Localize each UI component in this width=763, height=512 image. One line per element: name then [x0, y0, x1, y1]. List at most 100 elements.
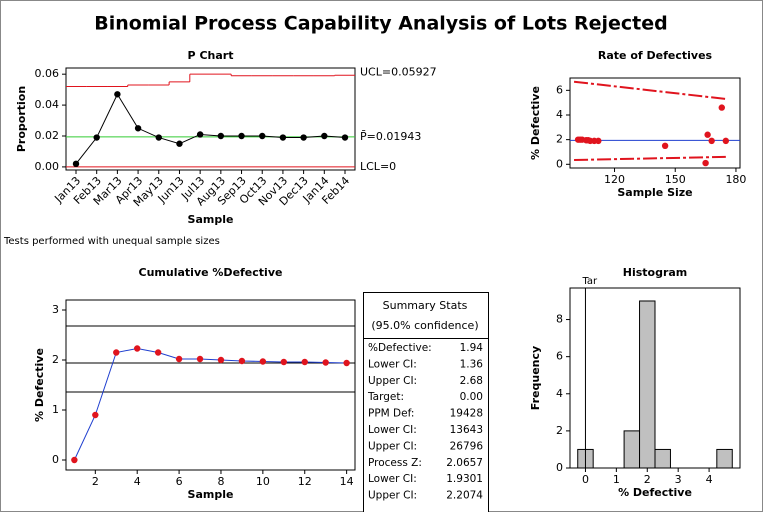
- plot-frame: [65, 299, 356, 471]
- data-line: [73, 347, 347, 461]
- data-point: [322, 359, 329, 366]
- x-tick-label: 14: [340, 475, 354, 488]
- data-point: [154, 349, 162, 356]
- summary-label: Lower CI:: [368, 358, 417, 370]
- x-tick-label: 0: [582, 473, 589, 486]
- data-point: [704, 131, 711, 138]
- data-point: [92, 411, 99, 419]
- data-point: [321, 132, 328, 140]
- y-axis-label: % Defective: [529, 86, 542, 160]
- x-tick-label: 2: [92, 475, 99, 488]
- y-tick-label: 4: [556, 108, 563, 121]
- y-tick-label: 2: [52, 353, 59, 366]
- data-line: [75, 93, 346, 165]
- data-point: [93, 134, 100, 141]
- y-tick-label: 2: [556, 133, 563, 146]
- data-point: [661, 142, 669, 150]
- data-point: [722, 137, 730, 145]
- data-point: [175, 355, 183, 363]
- data-point: [259, 358, 267, 365]
- data-point: [259, 132, 266, 140]
- summary-value: 26796: [450, 440, 484, 452]
- summary-label: Lower CI:: [368, 473, 417, 485]
- x-tick-label: 180: [725, 173, 746, 186]
- upper-limit: [573, 80, 726, 100]
- chart-title: Rate of Defectives: [598, 49, 713, 62]
- summary-value: 1.9301: [446, 473, 483, 485]
- data-point: [134, 125, 142, 132]
- summary-value: 0.00: [460, 391, 483, 403]
- x-axis-label: Sample: [188, 488, 234, 501]
- x-tick-label: 150: [665, 173, 686, 186]
- summary-label: Target:: [367, 391, 404, 403]
- data-point: [280, 358, 287, 366]
- summary-label: PPM Def:: [368, 408, 414, 420]
- plot-frame: [569, 77, 741, 169]
- data-point: [708, 137, 715, 145]
- data-point: [72, 160, 80, 168]
- chart-title: P Chart: [188, 49, 234, 62]
- summary-label: Lower CI:: [368, 424, 417, 436]
- data-point: [196, 355, 204, 363]
- center-label: P̄=0.01943: [360, 130, 421, 143]
- y-tick-label: 6: [556, 350, 563, 363]
- x-tick-label: 3: [675, 473, 682, 486]
- data-point: [217, 356, 225, 364]
- data-point: [71, 456, 78, 464]
- summary-label: %Defective:: [368, 342, 432, 354]
- y-tick-label: 1: [52, 403, 59, 416]
- summary-value: 1.36: [460, 358, 484, 370]
- summary-subtitle: (95.0% confidence): [371, 319, 478, 332]
- data-point: [702, 159, 709, 167]
- y-tick-label: 0.00: [35, 160, 60, 173]
- y-tick-label: 2: [556, 424, 563, 437]
- data-point: [238, 132, 245, 140]
- data-point: [114, 91, 121, 98]
- summary-label: Upper CI:: [368, 490, 417, 502]
- target-label: Tar: [581, 276, 598, 287]
- y-tick-label: 0: [52, 453, 59, 466]
- summary-label: Upper CI:: [368, 440, 417, 452]
- x-tick-label: 8: [217, 475, 224, 488]
- summary-value: 2.0657: [446, 457, 483, 469]
- y-tick-label: 0.06: [35, 67, 60, 80]
- data-point: [113, 349, 120, 356]
- histogram-bar: [716, 448, 733, 469]
- data-point: [155, 134, 162, 141]
- y-axis-label: % Defective: [33, 348, 46, 422]
- ucl-label: UCL=0.05927: [360, 65, 437, 78]
- summary-value: 1.94: [460, 342, 484, 354]
- data-point: [238, 357, 246, 365]
- summary-value: 13643: [450, 424, 483, 436]
- summary-box: [363, 292, 489, 512]
- y-tick-label: 6: [556, 83, 563, 96]
- histogram-bar: [639, 300, 656, 469]
- summary-title: Summary Stats: [383, 299, 468, 312]
- data-point: [134, 345, 141, 352]
- summary-value: 2.2074: [446, 490, 483, 502]
- summary-value: 19428: [450, 408, 483, 420]
- histogram-bar: [654, 448, 671, 469]
- data-point: [595, 137, 602, 145]
- data-point: [196, 131, 204, 138]
- y-axis-label: Frequency: [529, 346, 542, 410]
- summary-label: Upper CI:: [368, 375, 417, 387]
- y-tick-label: 4: [556, 387, 563, 400]
- data-point: [176, 140, 183, 147]
- x-tick-label: 4: [706, 473, 713, 486]
- x-tick-label: 1: [613, 473, 620, 486]
- report-title: Binomial Process Capability Analysis of …: [94, 13, 668, 35]
- data-point: [301, 358, 308, 366]
- x-tick-label: 4: [134, 475, 141, 488]
- data-point: [343, 359, 350, 367]
- summary-value: 2.68: [460, 375, 483, 387]
- lower-limit: [574, 155, 726, 161]
- y-tick-label: 0.02: [35, 129, 60, 142]
- x-tick-label: 120: [604, 173, 625, 186]
- histogram-bar: [623, 430, 641, 469]
- y-tick-label: 8: [556, 313, 563, 326]
- data-point: [341, 134, 349, 141]
- y-tick-label: 0: [556, 461, 563, 474]
